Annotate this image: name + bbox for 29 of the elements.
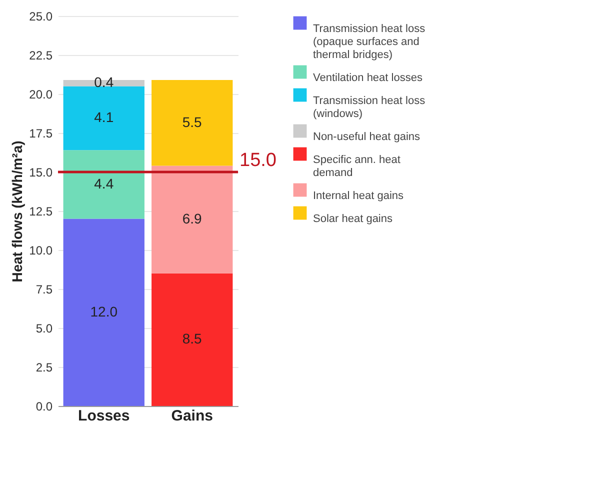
- data-label: 8.5: [182, 330, 202, 347]
- data-label: 12.0: [90, 303, 118, 320]
- data-label: 4.4: [94, 175, 114, 192]
- data-label: 6.9: [182, 210, 202, 227]
- legend-label: Ventilation heat losses: [313, 72, 423, 84]
- ref-line-label: 15.0: [240, 150, 276, 171]
- y-tick-label: 2.5: [36, 360, 53, 374]
- data-label: 0.4: [94, 74, 114, 90]
- y-tick-label: 15.0: [29, 166, 53, 180]
- legend-label: Solar heat gains: [313, 213, 393, 225]
- y-tick-label: 25.0: [29, 10, 53, 24]
- y-tick-label: 17.5: [29, 126, 53, 140]
- y-axis-title: Heat flows (kWh/m²a): [9, 140, 26, 282]
- y-tick-label: 12.5: [29, 204, 53, 218]
- y-tick-label: 7.5: [36, 282, 53, 296]
- legend-label: Specific ann. heat demand: [313, 154, 400, 179]
- y-tick-label: 10.0: [29, 244, 53, 258]
- y-tick-label: 20.0: [29, 88, 53, 102]
- x-tick-label: Gains: [171, 408, 213, 424]
- legend-label: Non-useful heat gains: [313, 131, 421, 143]
- data-label: 5.5: [182, 114, 202, 130]
- y-tick-label: 5.0: [36, 322, 53, 336]
- x-tick-label: Losses: [78, 408, 130, 424]
- data-label: 4.1: [94, 109, 114, 126]
- legend-label: Transmission heat loss (windows): [313, 95, 426, 120]
- y-tick-label: 22.5: [29, 48, 53, 62]
- y-tick-label: 0.0: [36, 400, 53, 414]
- legend-label: Internal heat gains: [313, 190, 404, 202]
- legend-label: Transmission heat loss (opaque surfaces and thermal bridges): [313, 23, 426, 61]
